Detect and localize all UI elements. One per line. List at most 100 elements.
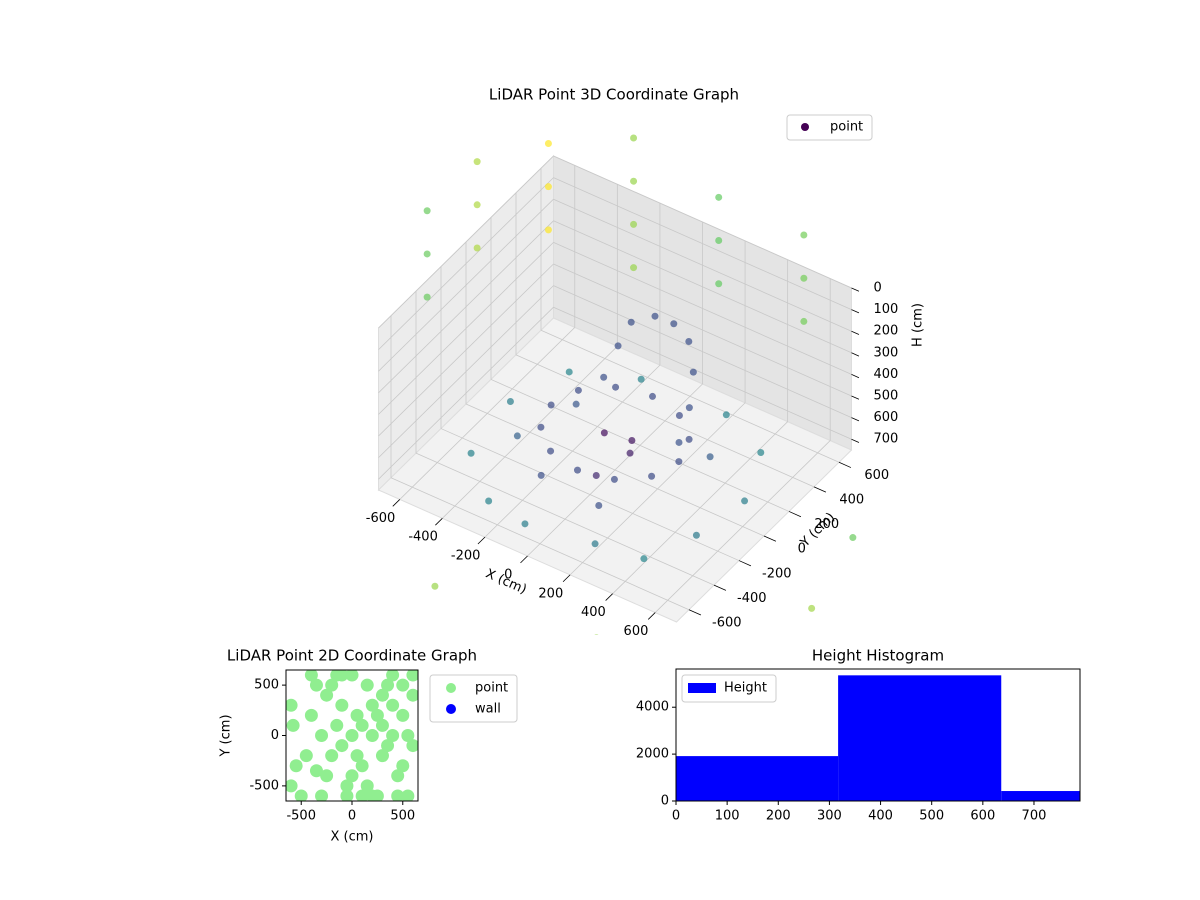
point	[406, 739, 418, 753]
point	[640, 555, 648, 563]
y-tick-label: -600	[712, 615, 742, 630]
point	[386, 729, 400, 742]
y-tick-label: 500	[254, 678, 279, 693]
point	[506, 398, 514, 406]
point	[375, 718, 389, 732]
point	[299, 749, 313, 763]
point	[610, 475, 618, 483]
y-tick-label: -400	[737, 591, 767, 606]
point	[741, 497, 749, 505]
grid-line	[378, 263, 554, 437]
point	[715, 280, 723, 288]
grid-line	[515, 354, 815, 488]
point	[628, 436, 636, 444]
tick-mark	[851, 438, 860, 443]
x-tick-label: 0	[348, 809, 356, 824]
point	[706, 453, 714, 461]
point	[355, 759, 369, 773]
points	[286, 670, 418, 801]
point	[612, 383, 620, 391]
point	[365, 729, 379, 742]
y-tick-label: -200	[762, 566, 792, 581]
point	[537, 423, 545, 431]
tick-mark	[838, 461, 852, 468]
point	[574, 466, 581, 474]
point	[315, 729, 329, 742]
tick-mark	[647, 612, 656, 620]
point	[386, 670, 400, 682]
grid-line	[415, 452, 715, 586]
point	[320, 688, 334, 702]
point	[396, 759, 410, 773]
point	[355, 718, 369, 732]
chart-title: LiDAR Point 3D Coordinate Graph	[489, 86, 739, 104]
tick-mark	[851, 417, 860, 422]
point	[350, 749, 364, 763]
y-tick-label: 0	[271, 728, 279, 743]
point	[365, 698, 379, 712]
point	[692, 531, 700, 539]
grid-line	[378, 198, 554, 372]
y-tick-label: 4000	[636, 700, 669, 715]
point	[431, 582, 439, 590]
point	[670, 320, 678, 328]
point	[423, 250, 431, 258]
tick-mark	[435, 518, 443, 526]
point	[757, 448, 765, 456]
point	[849, 534, 857, 542]
x-tick-label: -400	[408, 530, 438, 545]
point	[513, 432, 521, 440]
point	[345, 729, 359, 742]
point	[473, 158, 481, 166]
points	[423, 134, 857, 635]
point	[406, 670, 418, 682]
point	[386, 698, 400, 712]
point	[685, 435, 693, 443]
point	[572, 400, 580, 408]
point	[544, 226, 552, 234]
point	[651, 312, 659, 320]
point	[521, 520, 529, 528]
point	[286, 698, 298, 712]
point	[630, 220, 638, 228]
point	[325, 678, 339, 692]
point	[335, 739, 349, 753]
point	[286, 779, 298, 793]
point	[626, 449, 634, 457]
point	[473, 201, 481, 209]
axes-frame	[675, 668, 1081, 802]
point	[330, 718, 344, 732]
grid-line	[553, 306, 852, 440]
point	[381, 739, 395, 753]
point	[715, 237, 723, 245]
point	[591, 540, 599, 548]
grid-line	[465, 403, 765, 537]
point	[595, 501, 603, 509]
point	[391, 789, 405, 801]
grid-line	[378, 155, 554, 329]
x-tick-label: 600	[970, 809, 995, 824]
point	[544, 183, 552, 191]
grid-line	[553, 155, 852, 289]
point	[396, 678, 410, 692]
point	[685, 338, 693, 346]
point	[649, 392, 656, 400]
x-tick-label: 500	[390, 809, 415, 824]
grid-line	[553, 198, 852, 332]
point	[800, 317, 808, 325]
point	[689, 368, 697, 376]
tick-mark	[851, 287, 860, 292]
legend-box	[786, 114, 873, 141]
point	[360, 779, 374, 793]
point	[294, 789, 308, 801]
point	[675, 458, 683, 466]
grid-line	[490, 379, 790, 512]
point	[320, 769, 334, 783]
point	[401, 729, 415, 742]
bar	[676, 756, 839, 801]
grid-line	[553, 263, 852, 397]
x-tick-label: -200	[451, 549, 481, 564]
point	[423, 293, 431, 301]
x-tick-label: 100	[715, 809, 740, 824]
point	[309, 678, 323, 692]
